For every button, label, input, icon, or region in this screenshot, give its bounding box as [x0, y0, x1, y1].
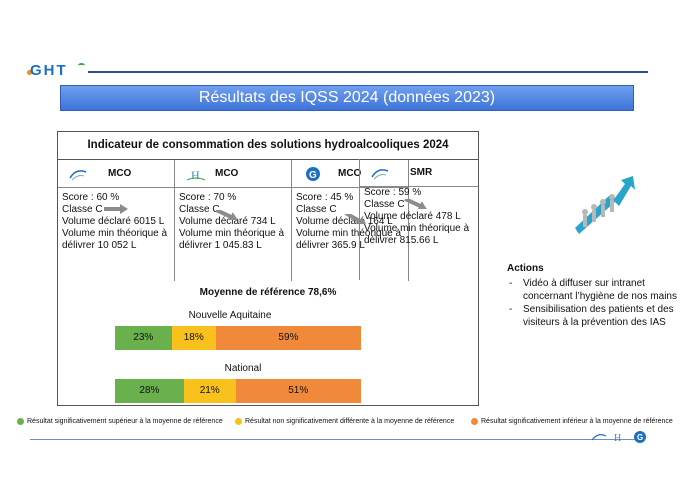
indicator-title: Indicateur de consommation des solutions… [58, 132, 478, 160]
legend-item: Résultat significativement inférieur à l… [471, 418, 673, 425]
bar-segment-green: 28% [115, 379, 184, 403]
partner-logos-icon: H G [591, 431, 646, 444]
green-dot-icon [17, 418, 24, 425]
actions-section: Actions Vidéo à diffuser sur intranet co… [507, 262, 697, 329]
min-volume-text: Volume min théorique à [296, 228, 402, 239]
arrow-right-icon [104, 204, 128, 214]
volume-text: Volume déclaré 478 L [364, 211, 461, 222]
legend-label: Résultat significativement inférieur à l… [481, 418, 673, 425]
bar-segment-orange: 51% [235, 379, 361, 403]
score-text: Score : 70 % [179, 192, 237, 203]
indicator-column: SMR Score : 59 % Classe C Volume déclaré… [359, 159, 479, 280]
indicator-column: MCO Score : 60 % Classe C Volume déclaré… [58, 160, 175, 281]
svg-text:G: G [637, 433, 643, 442]
actions-title: Actions [507, 263, 544, 274]
arrow-down-right-icon [215, 210, 238, 220]
svg-text:G: G [309, 170, 317, 181]
legend-label: Résultat significativement supérieur à l… [27, 418, 223, 425]
volume-text: Volume déclaré 734 L [179, 216, 276, 227]
action-item: Vidéo à diffuser sur intranet concernant… [507, 277, 697, 303]
classe-text: Classe C [62, 204, 103, 215]
orange-dot-icon [471, 418, 478, 425]
arrow-down-right-icon [344, 214, 367, 224]
hospital-g-icon: G [306, 167, 320, 181]
min-volume-text: Volume min théorique à [364, 223, 470, 234]
action-item: Sensibilisation des patients et des visi… [507, 303, 697, 329]
score-text: Score : 60 % [62, 192, 120, 203]
logo-swoosh-icon [78, 63, 85, 68]
chart-title: National [224, 363, 262, 374]
column-label: MCO [338, 168, 362, 179]
chart-title: Nouvelle Aquitaine [188, 310, 272, 321]
yellow-dot-icon [235, 418, 242, 425]
volume-text: Volume déclaré 6015 L [62, 216, 165, 227]
legend-label: Résultat non significativement différent… [245, 418, 455, 425]
min-volume-value: délivrer 1 045.83 L [179, 240, 262, 251]
ght-logo: GHT [30, 62, 68, 79]
classe-text: Classe C [179, 204, 220, 215]
min-volume-value: délivrer 10 052 L [62, 240, 137, 251]
min-volume-value: délivrer 815.66 L [364, 235, 439, 246]
ght-swirl-icon [69, 170, 87, 181]
stacked-bar-national: 28% 21% 51% [115, 379, 361, 403]
footer-divider [30, 439, 640, 440]
classe-text: Classe C [296, 204, 337, 215]
column-label: SMR [410, 167, 433, 178]
ght-swirl-icon [371, 169, 389, 180]
min-volume-text: Volume min théorique à [179, 228, 285, 239]
min-volume-value: délivrer 365.9 L [296, 240, 365, 251]
min-volume-text: Volume min théorique à [62, 228, 168, 239]
logo-dot-icon [27, 70, 32, 75]
bar-segment-orange: 59% [215, 326, 361, 350]
team-growth-icon [575, 176, 635, 234]
reference-average: Moyenne de référence 78,6% [199, 287, 337, 298]
page-title: Résultats des IQSS 2024 (données 2023) [60, 85, 634, 111]
stacked-bar-nouvelle-aquitaine: 23% 18% 59% [115, 326, 361, 350]
indicator-column: H MCO Score : 70 % Classe C Volume décla… [175, 160, 292, 281]
svg-text:H: H [614, 433, 621, 444]
svg-text:H: H [191, 168, 200, 182]
classe-text: Classe C [364, 199, 405, 210]
bar-segment-yellow: 21% [183, 379, 236, 403]
header-divider [88, 71, 648, 73]
legend-item: Résultat non significativement différent… [235, 418, 454, 425]
arrow-down-right-icon [404, 199, 427, 209]
indicator-column: G MCO Score : 45 % Classe C Volume décla… [292, 160, 409, 281]
score-text: Score : 45 % [296, 192, 354, 203]
volume-text: Volume déclaré 164 L [296, 216, 393, 227]
bar-segment-green: 23% [115, 326, 172, 350]
column-label: MCO [215, 168, 239, 179]
hospital-h-icon: H [186, 168, 206, 182]
indicator-panel: Indicateur de consommation des solutions… [57, 131, 479, 406]
legend-item: Résultat significativement supérieur à l… [17, 418, 223, 425]
column-label: MCO [108, 168, 132, 179]
score-text: Score : 59 % [364, 187, 422, 198]
bar-segment-yellow: 18% [171, 326, 216, 350]
